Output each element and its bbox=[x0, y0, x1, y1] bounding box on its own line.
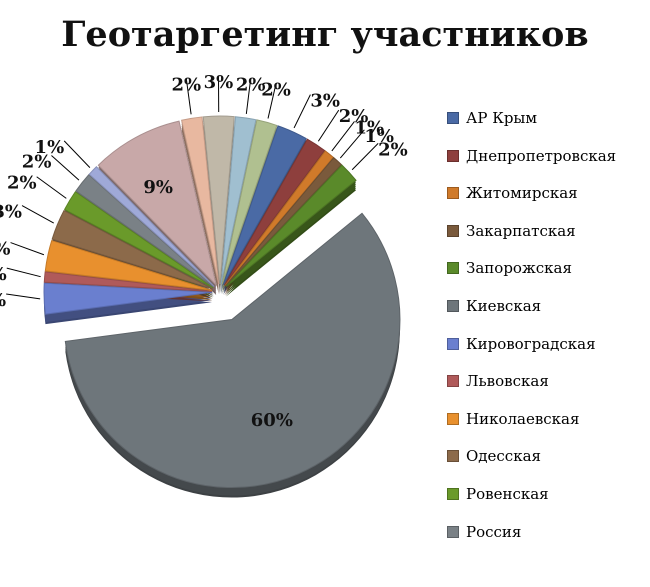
data-label: 2% bbox=[236, 74, 266, 95]
legend-swatch bbox=[447, 262, 459, 275]
data-label: 1% bbox=[35, 137, 65, 158]
data-label-leader bbox=[6, 293, 41, 300]
legend-item: Закарпатская bbox=[447, 221, 647, 241]
data-label: 3% bbox=[0, 202, 22, 223]
pie-slice-14 bbox=[97, 120, 218, 287]
legend-label: Днепропетровская bbox=[466, 146, 617, 165]
data-label-leader bbox=[317, 109, 340, 142]
data-label-leader bbox=[51, 155, 80, 181]
legend-item: Николаевская bbox=[447, 409, 647, 429]
data-label-leader bbox=[21, 205, 54, 224]
pie-slice-12 bbox=[75, 174, 215, 288]
legend-swatch bbox=[447, 375, 459, 388]
data-label-leader bbox=[245, 78, 252, 114]
legend-swatch bbox=[447, 187, 459, 200]
data-label-leader bbox=[36, 176, 67, 199]
data-label: 1% bbox=[0, 264, 7, 285]
legend-swatch bbox=[447, 525, 459, 538]
pie-slice-2 bbox=[223, 138, 326, 286]
data-label-leader bbox=[185, 78, 192, 115]
legend-item: Одесская bbox=[447, 446, 647, 466]
legend-item: Житомирская bbox=[447, 183, 647, 203]
data-label: 3% bbox=[310, 91, 340, 112]
pie-slice-10 bbox=[51, 209, 213, 290]
data-label: 2% bbox=[7, 173, 37, 194]
data-label: 9% bbox=[143, 177, 173, 198]
legend-label: Николаевская bbox=[466, 409, 580, 428]
pie-slice-9 bbox=[44, 239, 213, 291]
data-label: 1% bbox=[364, 126, 394, 147]
data-label: 3% bbox=[204, 72, 234, 93]
pie-slice-15 bbox=[180, 116, 220, 285]
pie-slice-6 bbox=[64, 212, 401, 488]
data-label-leader bbox=[331, 121, 355, 152]
data-label-leader bbox=[10, 242, 45, 256]
data-label: 2% bbox=[171, 75, 201, 96]
legend-swatch bbox=[447, 337, 459, 350]
legend-label: Одесская bbox=[466, 447, 541, 466]
legend-item: Ровенская bbox=[447, 484, 647, 504]
data-label: 2% bbox=[339, 106, 369, 127]
pie-slice-17 bbox=[220, 116, 257, 285]
pie-slice-1 bbox=[222, 125, 307, 285]
legend-label: Киевская bbox=[466, 297, 542, 315]
legend-swatch bbox=[447, 112, 459, 124]
data-label: 2% bbox=[378, 139, 408, 160]
legend-swatch bbox=[447, 300, 459, 312]
legend-swatch bbox=[447, 488, 459, 500]
legend-label: Житомирская bbox=[466, 184, 578, 203]
pie-slice-7 bbox=[43, 282, 213, 315]
data-label: 2% bbox=[22, 152, 52, 173]
legend-swatch bbox=[447, 450, 459, 463]
legend-label: АР Крым bbox=[466, 109, 538, 127]
legend-swatch bbox=[447, 224, 459, 237]
legend-label: Россия bbox=[466, 522, 522, 541]
legend-item: Киевская bbox=[447, 296, 647, 316]
data-label-leader bbox=[351, 143, 379, 171]
legend-label: Ровенская bbox=[466, 485, 549, 503]
legend-item: АР Крым bbox=[447, 108, 647, 128]
legend-item: Львовская bbox=[447, 371, 647, 391]
pie-slice-5 bbox=[225, 164, 357, 287]
data-label: 3% bbox=[0, 239, 11, 260]
data-label-leader bbox=[63, 140, 91, 168]
data-label-leader bbox=[267, 83, 277, 119]
legend-item: Днепропетровская bbox=[447, 146, 647, 166]
legend-swatch bbox=[447, 149, 459, 162]
pie-slice-16 bbox=[202, 115, 235, 285]
pie-slice-11 bbox=[63, 191, 214, 289]
pie-slice-4 bbox=[224, 156, 343, 287]
pie-slice-13 bbox=[88, 165, 215, 287]
data-label-leader bbox=[293, 94, 311, 129]
data-label-leader bbox=[339, 129, 365, 159]
pie-slice-18 bbox=[221, 119, 278, 285]
data-label: 2% bbox=[261, 80, 291, 101]
legend-item: Кировоградская bbox=[447, 334, 647, 354]
legend-swatch bbox=[447, 412, 459, 425]
legend-label: Закарпатская bbox=[466, 221, 576, 240]
legend-label: Львовская bbox=[466, 372, 549, 391]
chart-title: Геотаргетинг участников bbox=[61, 14, 589, 55]
data-label: 3% bbox=[0, 290, 6, 311]
legend-label: Кировоградская bbox=[466, 334, 596, 353]
legend-item: Запорожская bbox=[447, 258, 647, 278]
data-label: 60% bbox=[251, 410, 293, 431]
legend-label: Запорожская bbox=[466, 259, 572, 278]
pie-slice-8 bbox=[43, 271, 213, 292]
data-label-leader bbox=[6, 267, 41, 278]
legend-item: Россия bbox=[447, 522, 647, 542]
